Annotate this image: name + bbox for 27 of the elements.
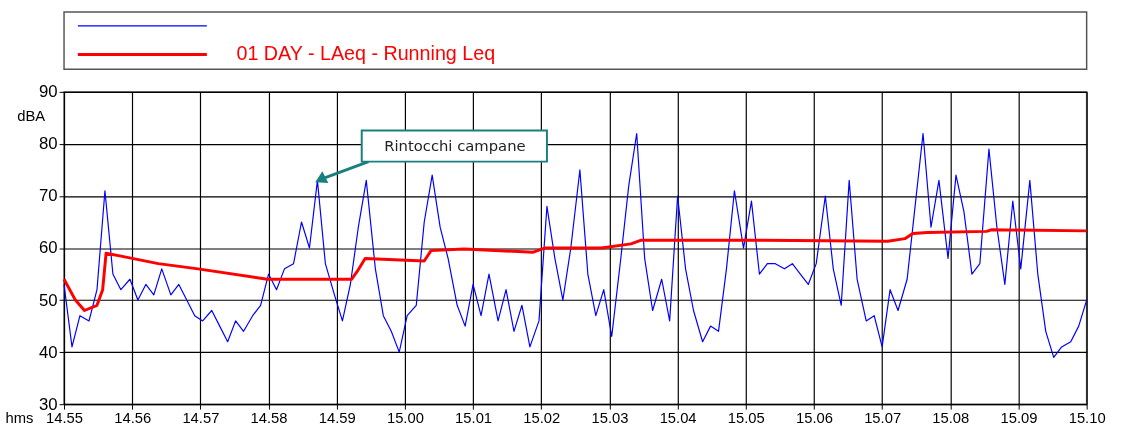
- x-tick-label: 15.02: [523, 410, 561, 427]
- x-tick-label: 15.01: [455, 410, 493, 427]
- x-tick-label: 15.08: [932, 410, 970, 427]
- x-tick-label: 15.10: [1068, 410, 1106, 427]
- y-tick-label: 90: [39, 82, 58, 102]
- x-tick-label: 14.56: [114, 410, 152, 427]
- y-tick-label: 40: [39, 342, 58, 362]
- x-tick-label: 15.04: [659, 410, 697, 427]
- x-tick-label: 14.57: [182, 410, 220, 427]
- y-tick-label: 60: [39, 238, 58, 258]
- x-tick-label: 15.00: [386, 410, 424, 427]
- text: 01 DAY - LAeq - Running Leq: [236, 42, 496, 65]
- x-tick-label: 15.06: [795, 410, 833, 427]
- annotation: Rintocchi campane: [384, 136, 526, 154]
- y-tick-label: 50: [39, 290, 58, 310]
- line-series: [62, 228, 1089, 312]
- y-tick-label: 70: [39, 186, 58, 206]
- y-tick-label: 80: [39, 134, 58, 154]
- x-tick-label: 15.03: [591, 410, 629, 427]
- x-tick-label: 14.59: [318, 410, 356, 427]
- y-axis-title: dBA: [17, 107, 46, 124]
- x-tick-label: 15.07: [864, 410, 902, 427]
- line-series: [63, 132, 1088, 358]
- x-axis-title: hms: [5, 410, 34, 427]
- x-tick-label: 15.05: [727, 410, 765, 427]
- x-tick-label: 15.09: [1000, 410, 1038, 427]
- x-tick-label: 14.58: [250, 410, 288, 427]
